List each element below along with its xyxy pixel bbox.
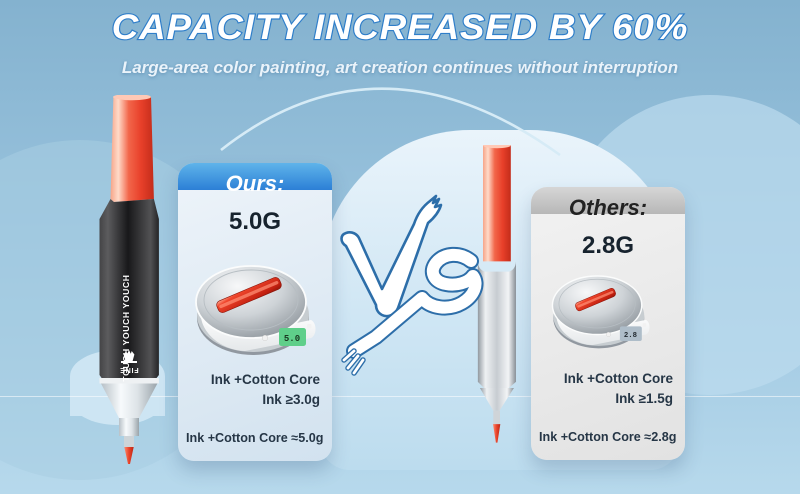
svg-text:2.8: 2.8 — [624, 332, 637, 340]
svg-text:5.0: 5.0 — [284, 334, 300, 344]
svg-text:FINE: FINE — [119, 366, 138, 373]
svg-text:TOUCH YOUCH YOUCH: TOUCH YOUCH YOUCH — [121, 274, 131, 381]
